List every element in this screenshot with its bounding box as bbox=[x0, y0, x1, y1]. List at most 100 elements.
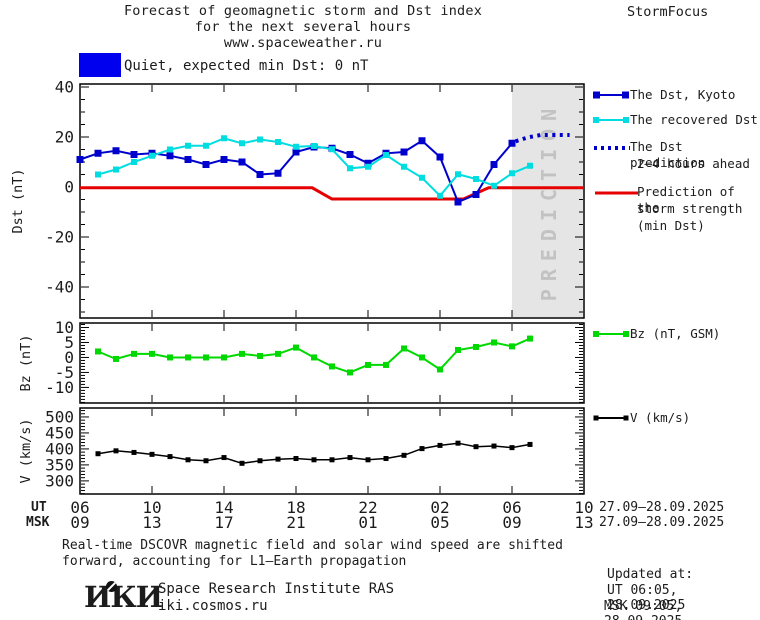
ut-hour-label: 10 bbox=[574, 498, 593, 517]
dst-marker bbox=[292, 148, 300, 156]
v-marker bbox=[347, 455, 353, 461]
bz-marker bbox=[113, 355, 119, 362]
ut-hour-label: 22 bbox=[358, 498, 377, 517]
dst-marker bbox=[239, 140, 245, 147]
v-marker bbox=[437, 442, 443, 448]
v-marker bbox=[149, 451, 155, 457]
v-marker bbox=[113, 448, 119, 454]
dst-marker bbox=[364, 159, 372, 167]
dst-ytick-label: 0 bbox=[64, 178, 74, 197]
dst-marker bbox=[401, 163, 407, 170]
bz-marker bbox=[509, 343, 515, 350]
bz-marker bbox=[329, 363, 335, 370]
ut-hour-label: 06 bbox=[502, 498, 521, 517]
dst-marker bbox=[509, 170, 515, 177]
v-marker bbox=[167, 454, 173, 460]
dst-kyoto-legend-swatch bbox=[593, 91, 629, 99]
footnote-line2: forward, accounting for L1–Earth propaga… bbox=[62, 554, 407, 569]
dst-marker bbox=[221, 135, 227, 142]
bz-marker bbox=[311, 354, 317, 361]
dst-marker bbox=[131, 159, 137, 165]
legend-recovered-dst: The recovered Dst bbox=[630, 112, 758, 127]
dst-marker bbox=[167, 146, 173, 153]
v-marker bbox=[311, 457, 317, 463]
bz-marker bbox=[419, 354, 425, 361]
dst-marker bbox=[365, 163, 371, 170]
updated-msk: MSK 09:05, 28.09.2025 bbox=[604, 599, 683, 620]
legend-dst-kyoto: The Dst, Kyoto bbox=[630, 87, 736, 102]
v-ytick-label: 500 bbox=[45, 407, 74, 426]
dst-marker bbox=[472, 191, 480, 198]
dst-ytick-label: -20 bbox=[45, 228, 74, 247]
footnote-line1: Real-time DSCOVR magnetic field and sola… bbox=[62, 538, 563, 553]
bz-marker bbox=[167, 354, 173, 361]
v-marker bbox=[419, 446, 425, 452]
bz-ticks bbox=[81, 323, 583, 403]
ut-hour-label: 18 bbox=[286, 498, 305, 517]
bz-ytick-label: 10 bbox=[55, 318, 74, 337]
prediction-band-label: PREDICTION bbox=[537, 101, 561, 301]
dst-marker bbox=[293, 143, 299, 150]
msk-hour-label: 21 bbox=[286, 513, 305, 532]
dst-marker bbox=[454, 198, 462, 206]
dst-marker bbox=[455, 171, 461, 178]
bz-marker bbox=[203, 354, 209, 361]
dst-ytick-label: 40 bbox=[55, 78, 74, 97]
dst-marker bbox=[185, 142, 191, 149]
dst-prediction-legend-swatch bbox=[594, 146, 630, 150]
v-marker bbox=[185, 457, 191, 463]
v-ytick-label: 300 bbox=[45, 471, 74, 490]
dst-marker bbox=[76, 156, 84, 163]
ut-date-range: 27.09–28.09.2025 bbox=[599, 500, 725, 515]
bz-ytick-label: -5 bbox=[55, 363, 74, 382]
dst-marker bbox=[112, 147, 120, 155]
iki-logo: ИКИ bbox=[84, 580, 163, 614]
bz-marker bbox=[473, 343, 479, 350]
dst-marker bbox=[527, 162, 533, 169]
org-url: iki.cosmos.ru bbox=[158, 598, 268, 614]
page-subtitle: for the next several hours bbox=[194, 19, 412, 35]
storm-level-label: Quiet, expected min Dst: 0 nT bbox=[124, 58, 369, 74]
dst-ytick-label: 20 bbox=[55, 128, 74, 147]
bz-axis-title: Bz (nT) bbox=[18, 335, 34, 392]
bz-marker bbox=[437, 366, 443, 373]
dst-marker bbox=[473, 176, 479, 182]
v-marker bbox=[401, 452, 407, 458]
ut-hour-label: 10 bbox=[142, 498, 161, 517]
dst-marker bbox=[149, 152, 155, 159]
iki-logo-satellite-icon bbox=[106, 581, 117, 592]
dst-marker bbox=[437, 192, 443, 199]
dst-marker bbox=[400, 148, 408, 156]
dst-series-line bbox=[514, 133, 570, 144]
bz-marker bbox=[365, 361, 371, 368]
v-ytick-label: 450 bbox=[45, 423, 74, 442]
page-title: Forecast of geomagnetic storm and Dst in… bbox=[123, 3, 483, 19]
dst-marker bbox=[383, 152, 389, 158]
dst-marker bbox=[347, 165, 353, 172]
v-axis-title: V (km/s) bbox=[18, 418, 34, 483]
v-ytick-label: 350 bbox=[45, 455, 74, 474]
dst-marker bbox=[311, 143, 317, 149]
dst-marker bbox=[238, 158, 246, 166]
dst-marker bbox=[202, 161, 210, 168]
legend-bz: Bz (nT, GSM) bbox=[630, 326, 721, 341]
msk-hour-label: 13 bbox=[574, 513, 593, 532]
dst-marker bbox=[203, 142, 209, 149]
msk-hour-label: 09 bbox=[502, 513, 521, 532]
dst-marker bbox=[130, 151, 138, 158]
dst-marker bbox=[346, 151, 354, 158]
v-ticks bbox=[81, 410, 583, 495]
v-marker bbox=[221, 455, 227, 461]
header: Forecast of geomagnetic storm and Dst in… bbox=[63, 3, 543, 51]
v-marker bbox=[383, 456, 389, 462]
msk-row-label: MSK bbox=[26, 515, 50, 530]
dst-marker bbox=[436, 153, 444, 161]
bz-marker bbox=[293, 344, 299, 351]
bz-marker bbox=[221, 354, 227, 361]
v-marker bbox=[293, 456, 299, 462]
v-marker bbox=[257, 458, 263, 464]
v-marker bbox=[239, 460, 245, 466]
storm-level-swatch bbox=[79, 53, 121, 77]
dst-marker bbox=[95, 171, 101, 178]
